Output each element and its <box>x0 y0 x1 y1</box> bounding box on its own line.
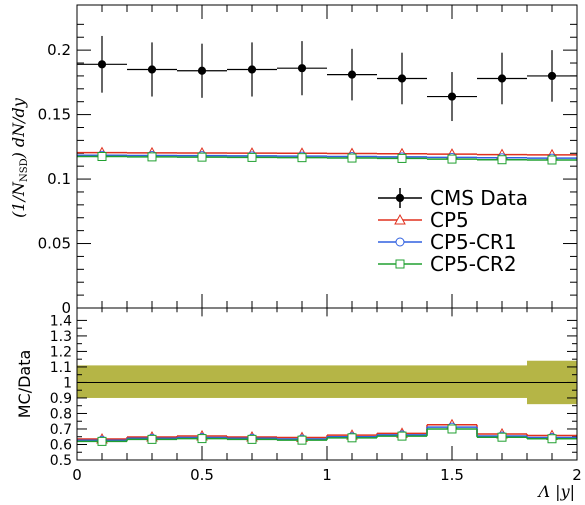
data-point <box>297 64 307 73</box>
x-tick-label: 2 <box>572 466 582 484</box>
y-tick-label-main: 0.05 <box>38 235 71 253</box>
data-point <box>247 152 257 162</box>
data-point <box>147 152 157 162</box>
data-point <box>497 74 507 83</box>
ratio-point <box>397 431 407 441</box>
ticks-group <box>76 5 578 461</box>
series-group <box>77 35 577 446</box>
y-tick-label-ratio: 1 <box>63 375 72 391</box>
legend-item: CMS Data <box>378 186 528 210</box>
legend-marker <box>394 213 406 225</box>
y-tick-label-ratio: 0.6 <box>50 437 72 453</box>
legend-label: CP5-CR2 <box>430 252 517 276</box>
data-point <box>447 154 457 164</box>
data-point <box>247 65 257 74</box>
ratio-point <box>497 432 507 442</box>
legend-label: CP5 <box>430 208 469 232</box>
ratio-band-bin <box>277 365 327 398</box>
legend-marker <box>395 237 405 247</box>
ratio-point <box>347 433 357 443</box>
ratio-band-bin <box>427 365 477 398</box>
ratio-band-bin <box>477 365 527 398</box>
legend-item: CP5-CR2 <box>378 252 517 276</box>
data-point <box>447 92 457 101</box>
series-cms-data <box>77 35 577 122</box>
y-tick-label-main: 0 <box>61 299 71 317</box>
legend-marker <box>395 259 405 269</box>
ratio-point <box>547 434 557 444</box>
legend-item: CP5-CR1 <box>378 230 517 254</box>
data-point <box>397 153 407 163</box>
data-point <box>547 155 557 165</box>
x-tick-label: 0.5 <box>190 466 214 484</box>
ratio-panel-frame <box>76 307 578 461</box>
ratio-series-cp5-cr2 <box>77 424 577 446</box>
ratio-band-bin <box>327 365 377 398</box>
y-tick-label-main: 0.2 <box>47 41 71 59</box>
ratio-point <box>297 435 307 445</box>
x-axis-title: Λ |y| <box>537 482 575 501</box>
y-tick-label-ratio: 1.3 <box>50 329 72 345</box>
ratio-point <box>447 424 457 434</box>
data-point <box>97 60 107 69</box>
ratio-band-bin <box>127 365 177 398</box>
x-tick-label: 0 <box>72 466 82 484</box>
y-tick-label-main: 0.15 <box>38 106 71 124</box>
legend-label: CP5-CR1 <box>430 230 517 254</box>
x-tick-label: 1.5 <box>440 466 464 484</box>
y-axis-title-ratio: MC/Data <box>15 350 34 419</box>
y-tick-label-ratio: 0.7 <box>50 422 72 438</box>
ratio-point <box>97 436 107 446</box>
data-point <box>347 153 357 163</box>
y-tick-label-ratio: 1.2 <box>50 344 72 360</box>
ratio-band-group <box>77 360 577 405</box>
labels-group: 0 0.5 1 1.5 200.050.10.150.20.50.60.70.80.91… <box>9 41 582 501</box>
data-point <box>147 65 157 74</box>
y-axis-title-main: (1/NNSD) dN/dy <box>9 97 30 218</box>
data-point <box>197 152 207 162</box>
y-tick-label-main: 0.1 <box>47 170 71 188</box>
x-tick-label: 1 <box>322 466 332 484</box>
data-point <box>347 70 357 79</box>
legend-label: CMS Data <box>430 186 528 210</box>
data-point <box>297 153 307 163</box>
y-tick-label-ratio: 0.8 <box>50 406 72 422</box>
data-point <box>97 152 107 161</box>
ratio-band-bin <box>177 365 227 398</box>
legend-item: CP5 <box>378 208 469 232</box>
legend-marker <box>395 193 405 203</box>
series-cp5-cr2 <box>77 152 577 165</box>
y-tick-label-ratio: 0.5 <box>50 453 72 469</box>
frames-group <box>76 4 578 461</box>
ratio-band-bin <box>377 365 427 398</box>
data-point <box>497 155 507 165</box>
y-tick-label-ratio: 1.4 <box>50 313 72 329</box>
ratio-band-bin <box>77 365 127 398</box>
ratio-point <box>197 434 207 444</box>
data-point <box>197 66 207 75</box>
ratio-point <box>247 434 257 444</box>
y-tick-label-ratio: 1.1 <box>50 360 72 376</box>
ratio-point <box>147 434 157 444</box>
data-point <box>397 74 407 83</box>
data-point <box>547 71 557 81</box>
ratio-band-bin <box>227 365 277 398</box>
y-tick-label-ratio: 0.9 <box>50 391 72 407</box>
